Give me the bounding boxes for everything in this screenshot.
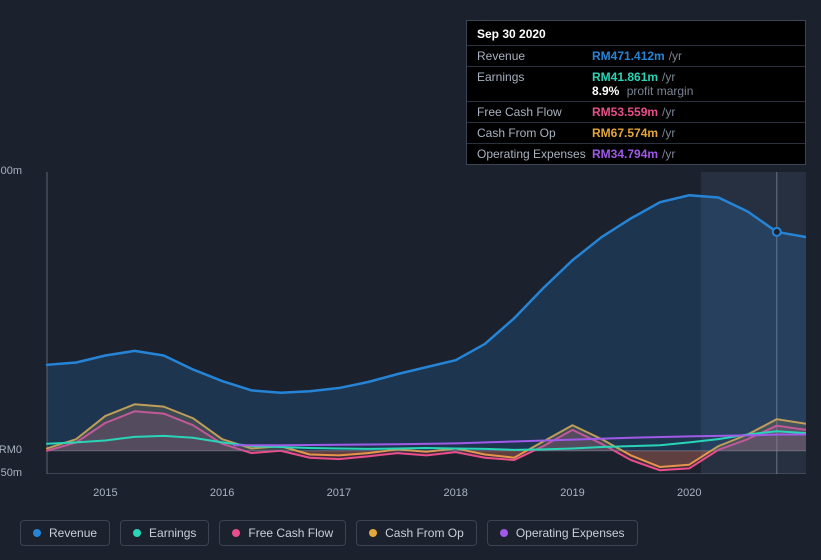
legend-label: Operating Expenses [516, 526, 625, 540]
x-axis: 2015 2016 2017 2018 2019 2020 [16, 485, 806, 505]
tooltip-row-suffix: /yr [669, 49, 682, 63]
legend-dot [500, 529, 508, 537]
series-area [47, 195, 806, 451]
legend-item[interactable]: Cash From Op [356, 520, 477, 546]
x-axis-tick: 2020 [677, 487, 701, 499]
x-axis-tick: 2019 [560, 487, 584, 499]
legend: Revenue Earnings Free Cash Flow Cash From O… [20, 520, 638, 546]
tooltip-row: RevenueRM471.412m/yr [467, 45, 805, 66]
legend-label: Earnings [149, 526, 196, 540]
tooltip-row-suffix: /yr [662, 70, 675, 84]
tooltip-date: Sep 30 2020 [467, 27, 805, 45]
chart-plot[interactable] [16, 172, 806, 474]
hover-marker [773, 228, 781, 236]
tooltip-row-extra-text: profit margin [623, 84, 693, 98]
tooltip-panel: Sep 30 2020 RevenueRM471.412m/yrEarnings… [466, 20, 806, 165]
legend-item[interactable]: Free Cash Flow [219, 520, 346, 546]
tooltip-row-label: Cash From Op [477, 126, 592, 140]
tooltip-row-value: RM41.861m [592, 70, 658, 84]
tooltip-row-extra-value: 8.9% [592, 84, 619, 98]
legend-dot [33, 529, 41, 537]
tooltip-row: Free Cash FlowRM53.559m/yr [467, 101, 805, 122]
chart-area: RM600mRM0-RM50m 201520162017201820192020 [16, 155, 806, 505]
tooltip-row-value: RM471.412m [592, 49, 665, 63]
tooltip-row: EarningsRM41.861m/yr 8.9% profit margin [467, 66, 805, 101]
x-axis-tick: 2015 [93, 487, 117, 499]
legend-dot [133, 529, 141, 537]
legend-label: Free Cash Flow [248, 526, 333, 540]
tooltip-row-label: Earnings [477, 70, 592, 98]
x-axis-tick: 2017 [327, 487, 351, 499]
tooltip-row-suffix: /yr [662, 126, 675, 140]
legend-label: Revenue [49, 526, 97, 540]
x-axis-tick: 2016 [210, 487, 234, 499]
legend-dot [232, 529, 240, 537]
legend-item[interactable]: Revenue [20, 520, 110, 546]
tooltip-row-value: RM53.559m [592, 105, 658, 119]
legend-label: Cash From Op [385, 526, 464, 540]
legend-dot [369, 529, 377, 537]
tooltip-row: Cash From OpRM67.574m/yr [467, 122, 805, 143]
tooltip-row-suffix: /yr [662, 105, 675, 119]
legend-item[interactable]: Earnings [120, 520, 209, 546]
tooltip-row-label: Free Cash Flow [477, 105, 592, 119]
legend-item[interactable]: Operating Expenses [487, 520, 638, 546]
tooltip-row-value: RM67.574m [592, 126, 658, 140]
x-axis-tick: 2018 [443, 487, 467, 499]
tooltip-row-label: Revenue [477, 49, 592, 63]
